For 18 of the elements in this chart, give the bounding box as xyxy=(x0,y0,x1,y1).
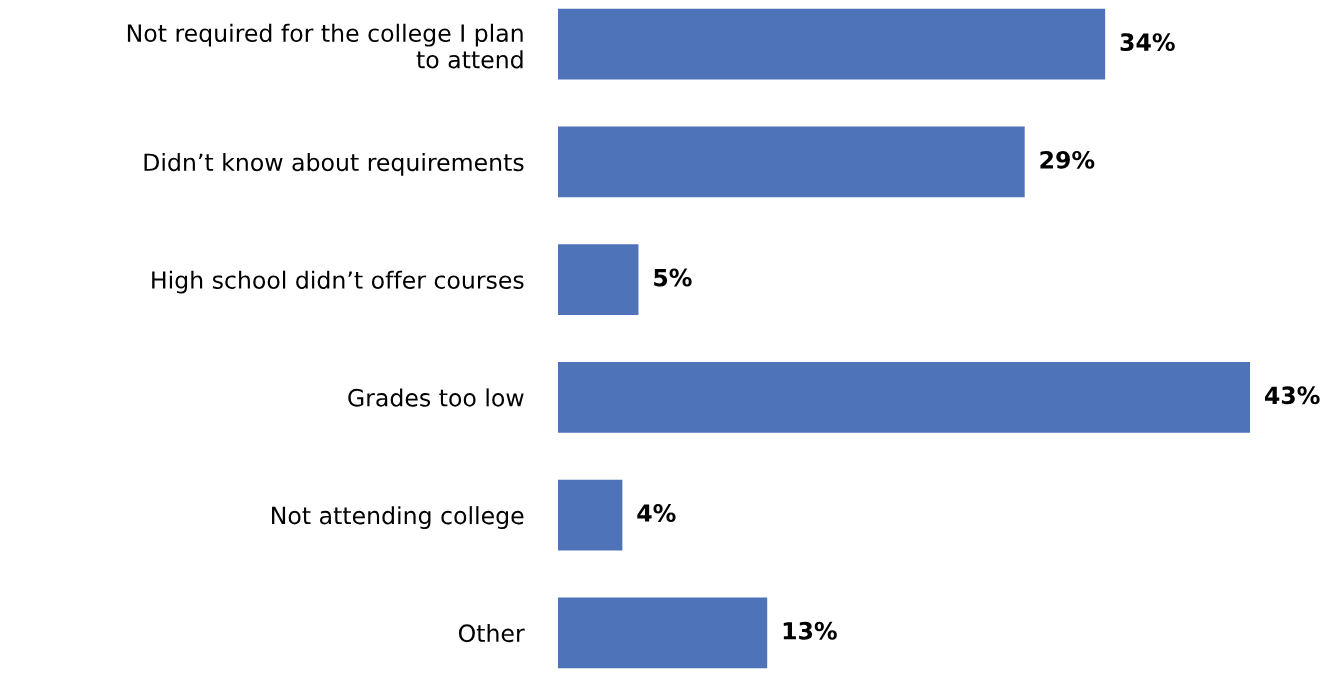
bar xyxy=(558,8,1106,80)
data-label: 43% xyxy=(1264,386,1320,405)
bar xyxy=(558,479,623,551)
data-label: 29% xyxy=(1040,150,1095,169)
data-label: 4% xyxy=(637,504,676,522)
data-label: 13% xyxy=(783,621,837,640)
y-tick-label: High school didn’t offer courses xyxy=(152,270,524,294)
y-tick-label: Grades too low xyxy=(348,388,524,407)
y-tick-label: Other xyxy=(458,623,525,643)
y-tick-label: Didn’t know about requirements xyxy=(144,152,524,176)
data-label: 34% xyxy=(1120,33,1175,51)
bar xyxy=(558,126,1025,198)
bar xyxy=(558,244,639,315)
bar xyxy=(558,597,768,669)
y-tick-label: Not required for the college I plan to attend xyxy=(127,23,523,69)
bar xyxy=(558,362,1250,433)
y-tick-label: Not attending college xyxy=(272,506,524,529)
data-label: 5% xyxy=(654,268,692,287)
